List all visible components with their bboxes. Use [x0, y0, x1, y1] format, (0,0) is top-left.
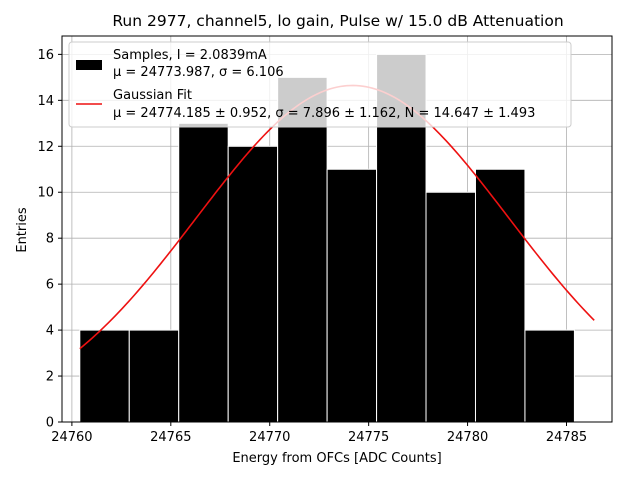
chart-title: Run 2977, channel5, lo gain, Pulse w/ 15… [112, 12, 563, 30]
legend-histogram-swatch [76, 60, 102, 70]
y-tick-label: 0 [46, 416, 54, 431]
histogram-bar [128, 329, 180, 423]
histogram-bar [227, 145, 279, 423]
histogram-bar [524, 329, 575, 423]
x-tick-label: 24765 [150, 430, 191, 445]
y-tick-label: 6 [46, 278, 54, 293]
y-tick-label: 10 [37, 186, 54, 201]
legend-box [68, 41, 572, 128]
x-axis-label: Energy from OFCs [ADC Counts] [232, 451, 441, 466]
legend-histogram-label: Samples, I = 2.0839mA [113, 48, 267, 63]
histogram-bar [326, 168, 378, 423]
plot-frame [61, 35, 613, 423]
x-tick-label: 24785 [546, 430, 587, 445]
axis-ticks: 24760 24765 24770 24775 24780 24785 0 2 4 6 8 10 12 1… [37, 48, 587, 445]
legend-histogram-stats: μ = 24773.987, σ = 6.106 [113, 65, 284, 80]
x-tick-label: 24775 [348, 430, 389, 445]
y-tick-label: 12 [37, 140, 54, 155]
x-tick-label: 24770 [249, 430, 290, 445]
histogram-bar [474, 168, 526, 423]
histogram-bar [79, 329, 130, 423]
y-axis-label: Entries [15, 207, 30, 253]
histogram-bar [178, 122, 229, 423]
histogram-bars [79, 53, 575, 423]
legend: Samples, I = 2.0839mA μ = 24773.987, σ =… [68, 41, 572, 128]
y-tick-label: 2 [46, 370, 54, 385]
y-tick-label: 16 [37, 48, 54, 63]
y-tick-label: 8 [46, 232, 54, 247]
x-tick-label: 24780 [447, 430, 488, 445]
histogram-bar [425, 191, 476, 423]
legend-fit-label: Gaussian Fit [113, 88, 192, 103]
histogram-bar [277, 76, 328, 423]
y-tick-label: 4 [46, 324, 54, 339]
y-tick-label: 14 [37, 94, 54, 109]
x-tick-label: 24760 [51, 430, 92, 445]
legend-fit-stats: μ = 24774.185 ± 0.952, σ = 7.896 ± 1.162… [113, 106, 535, 121]
